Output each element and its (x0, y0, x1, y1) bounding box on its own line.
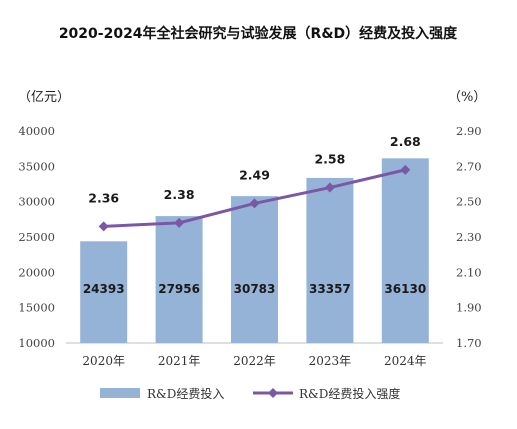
right-axis-unit: （%） (448, 90, 486, 105)
line-value-label: 2.68 (390, 134, 421, 149)
line-point-marker (249, 198, 260, 209)
bar-value-label: 33357 (309, 282, 351, 296)
legend-label-bar: R&D经费投入 (147, 386, 224, 401)
x-axis-tick-label: 2022年 (233, 354, 276, 368)
x-axis-tick-label: 2023年 (309, 354, 352, 368)
line-value-label: 2.36 (88, 190, 119, 205)
line-point-marker (174, 217, 185, 228)
bar (306, 177, 354, 343)
bar-series (80, 158, 429, 343)
right-axis-ticks: 1.70 1.90 2.10 2.30 2.50 2.70 2.90 (456, 124, 482, 350)
right-axis-tick-label: 1.70 (456, 336, 482, 350)
right-axis-tick-label: 2.90 (456, 124, 482, 138)
bar (80, 241, 128, 343)
left-axis-tick-label: 40000 (18, 124, 55, 138)
x-axis-tick-label: 2024年 (384, 354, 427, 368)
left-axis-tick-label: 30000 (18, 195, 55, 209)
chart-title: 2020-2024年全社会研究与试验发展（R&D）经费及投入强度 (59, 25, 458, 42)
line-value-label: 2.49 (239, 167, 270, 182)
line-series (98, 164, 411, 232)
legend-label-line: R&D经费投入强度 (299, 386, 400, 401)
x-axis-ticks: 2020年 2021年 2022年 2023年 2024年 (82, 354, 426, 368)
bar (381, 158, 429, 343)
x-axis-tick-label: 2020年 (82, 354, 125, 368)
bar-value-labels: 24393 27956 30783 33357 36130 (83, 282, 426, 296)
right-axis-tick-label: 1.90 (456, 301, 482, 315)
line-point-marker (400, 164, 411, 175)
bar-value-label: 27956 (158, 282, 200, 296)
bar-value-label: 24393 (83, 282, 125, 296)
bar (231, 196, 278, 343)
bar (155, 216, 203, 343)
left-axis-tick-label: 10000 (18, 336, 55, 350)
legend-marker-diamond (268, 388, 278, 398)
legend-swatch-bar (100, 388, 140, 398)
left-axis-unit: （亿元） (18, 90, 70, 105)
x-axis-tick-label: 2021年 (158, 354, 201, 368)
left-axis-tick-label: 35000 (18, 159, 55, 173)
right-axis-tick-label: 2.50 (456, 195, 482, 209)
left-axis-tick-label: 15000 (18, 301, 55, 315)
bar-value-label: 30783 (234, 282, 276, 296)
left-axis-ticks: 10000 15000 20000 25000 30000 35000 40000 (18, 124, 55, 350)
bar-value-label: 36130 (384, 282, 426, 296)
left-axis-tick-label: 20000 (18, 265, 55, 279)
line-point-marker (324, 182, 335, 193)
line-point-marker (98, 221, 109, 232)
line-value-label: 2.38 (164, 187, 195, 202)
right-axis-tick-label: 2.30 (456, 230, 482, 244)
left-axis-tick-label: 25000 (18, 230, 55, 244)
line-value-labels: 2.36 2.38 2.49 2.58 2.68 (88, 134, 420, 206)
line-value-label: 2.58 (314, 152, 345, 167)
right-axis-tick-label: 2.70 (456, 159, 482, 173)
right-axis-tick-label: 2.10 (456, 265, 482, 279)
legend: R&D经费投入 R&D经费投入强度 (100, 386, 400, 401)
